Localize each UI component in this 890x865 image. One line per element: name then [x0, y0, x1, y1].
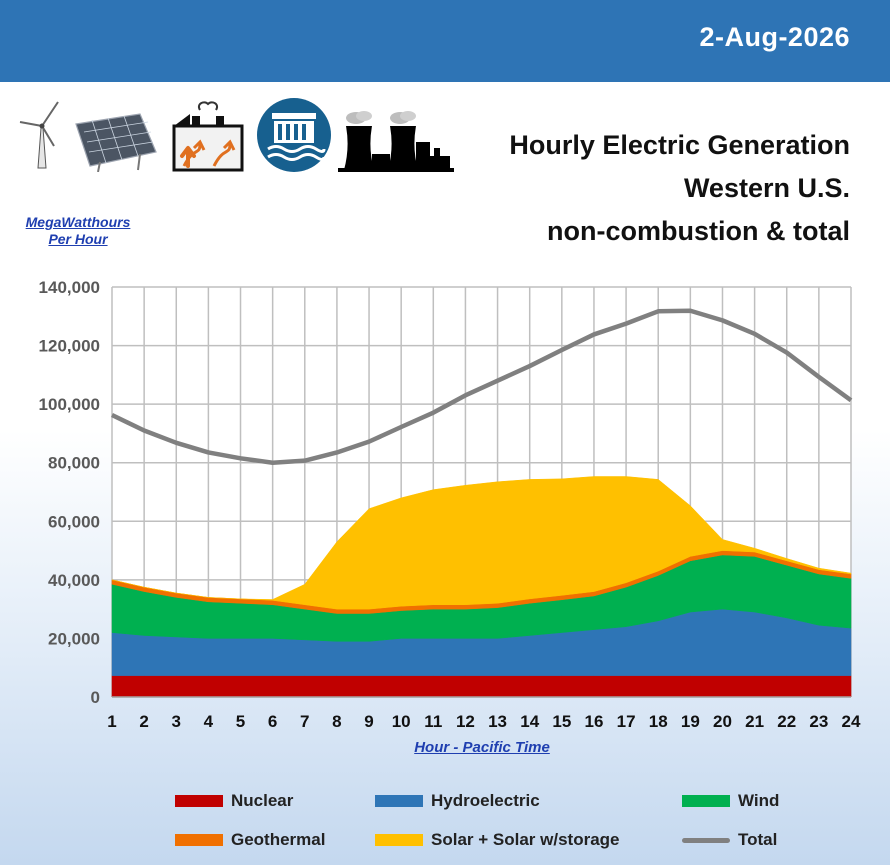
x-tick-label-16: 17	[617, 712, 636, 731]
header-bar: 2-Aug-2026	[0, 0, 890, 82]
geothermal-plant-icon	[172, 101, 244, 172]
x-tick-label-20: 21	[745, 712, 764, 731]
x-tick-label-2: 3	[172, 712, 181, 731]
legend-label-wind: Wind	[738, 791, 780, 810]
header-date: 2-Aug-2026	[699, 22, 850, 52]
legend-swatch-total	[682, 837, 730, 843]
x-tick-label-7: 8	[332, 712, 341, 731]
y-axis-unit-line-2: Per Hour	[48, 231, 108, 247]
generation-chart: 0 20,000 40,000 60,000 80,000 100,000 120,000 1…	[39, 278, 861, 731]
legend-item-geothermal: Geothermal	[175, 830, 325, 850]
area-nuclear	[111, 675, 852, 698]
x-tick-label-18: 19	[681, 712, 700, 731]
x-tick-label-1: 2	[139, 712, 148, 731]
legend-label-geothermal: Geothermal	[231, 830, 326, 849]
y-tick-label-4: 80,000	[48, 454, 100, 473]
legend-item-nuclear: Nuclear	[175, 791, 293, 811]
x-tick-label-6: 7	[300, 712, 309, 731]
x-tick-label-21: 22	[777, 712, 796, 731]
legend-label-total: Total	[738, 830, 778, 849]
y-tick-label-1: 20,000	[48, 629, 100, 648]
legend-label-solar: Solar + Solar w/storage	[431, 830, 620, 849]
y-tick-label-2: 40,000	[48, 571, 100, 590]
nuclear-plant-icon	[338, 111, 454, 172]
x-tick-label-3: 4	[204, 712, 214, 731]
chart-subtitle-region: Western U.S.	[683, 173, 850, 203]
x-tick-label-5: 6	[268, 712, 277, 731]
solar-panel-icon	[75, 113, 157, 172]
area-solar-solar-w-storage	[111, 476, 852, 610]
legend-swatch-nuclear	[175, 795, 223, 807]
x-tick-label-15: 16	[584, 712, 603, 731]
x-tick-label-23: 24	[842, 712, 861, 731]
x-tick-label-22: 23	[809, 712, 828, 731]
legend-item-total: Total	[682, 830, 777, 850]
legend-swatch-wind	[682, 795, 730, 807]
legend-swatch-geothermal	[175, 834, 223, 846]
y-axis-unit-line-1: MegaWatthours	[25, 214, 131, 230]
x-tick-label-13: 14	[520, 712, 539, 731]
y-tick-label-5: 100,000	[39, 395, 100, 414]
legend-swatch-hydroelectric	[375, 795, 423, 807]
legend-label-hydroelectric: Hydroelectric	[431, 791, 540, 810]
y-tick-label-3: 60,000	[48, 512, 100, 531]
x-tick-label-12: 13	[488, 712, 507, 731]
x-tick-label-0: 1	[107, 712, 116, 731]
legend-label-nuclear: Nuclear	[231, 791, 294, 810]
legend-item-solar: Solar + Solar w/storage	[375, 830, 620, 850]
legend-swatch-solar	[375, 834, 423, 846]
x-tick-label-4: 5	[236, 712, 245, 731]
y-tick-label-6: 120,000	[39, 337, 100, 356]
x-tick-label-11: 12	[456, 712, 475, 731]
x-tick-label-10: 11	[424, 712, 442, 731]
x-tick-label-17: 18	[649, 712, 668, 731]
x-tick-label-9: 10	[392, 712, 411, 731]
x-axis-title: Hour - Pacific Time	[414, 739, 550, 756]
legend-item-hydroelectric: Hydroelectric	[375, 791, 540, 811]
chart-title: Hourly Electric Generation	[509, 130, 850, 160]
legend-item-wind: Wind	[682, 791, 779, 811]
wind-turbine-icon	[19, 101, 59, 169]
y-tick-label-0: 0	[91, 688, 100, 707]
chart-subtitle-scope: non-combustion & total	[547, 216, 850, 246]
y-tick-label-7: 140,000	[39, 278, 100, 297]
y-axis-unit-label: MegaWatthours Per Hour	[16, 214, 140, 248]
line-total	[111, 308, 853, 465]
x-tick-label-14: 15	[552, 712, 571, 731]
x-tick-label-19: 20	[713, 712, 732, 731]
x-tick-label-8: 9	[364, 712, 373, 731]
hydroelectric-dam-icon	[257, 98, 331, 172]
